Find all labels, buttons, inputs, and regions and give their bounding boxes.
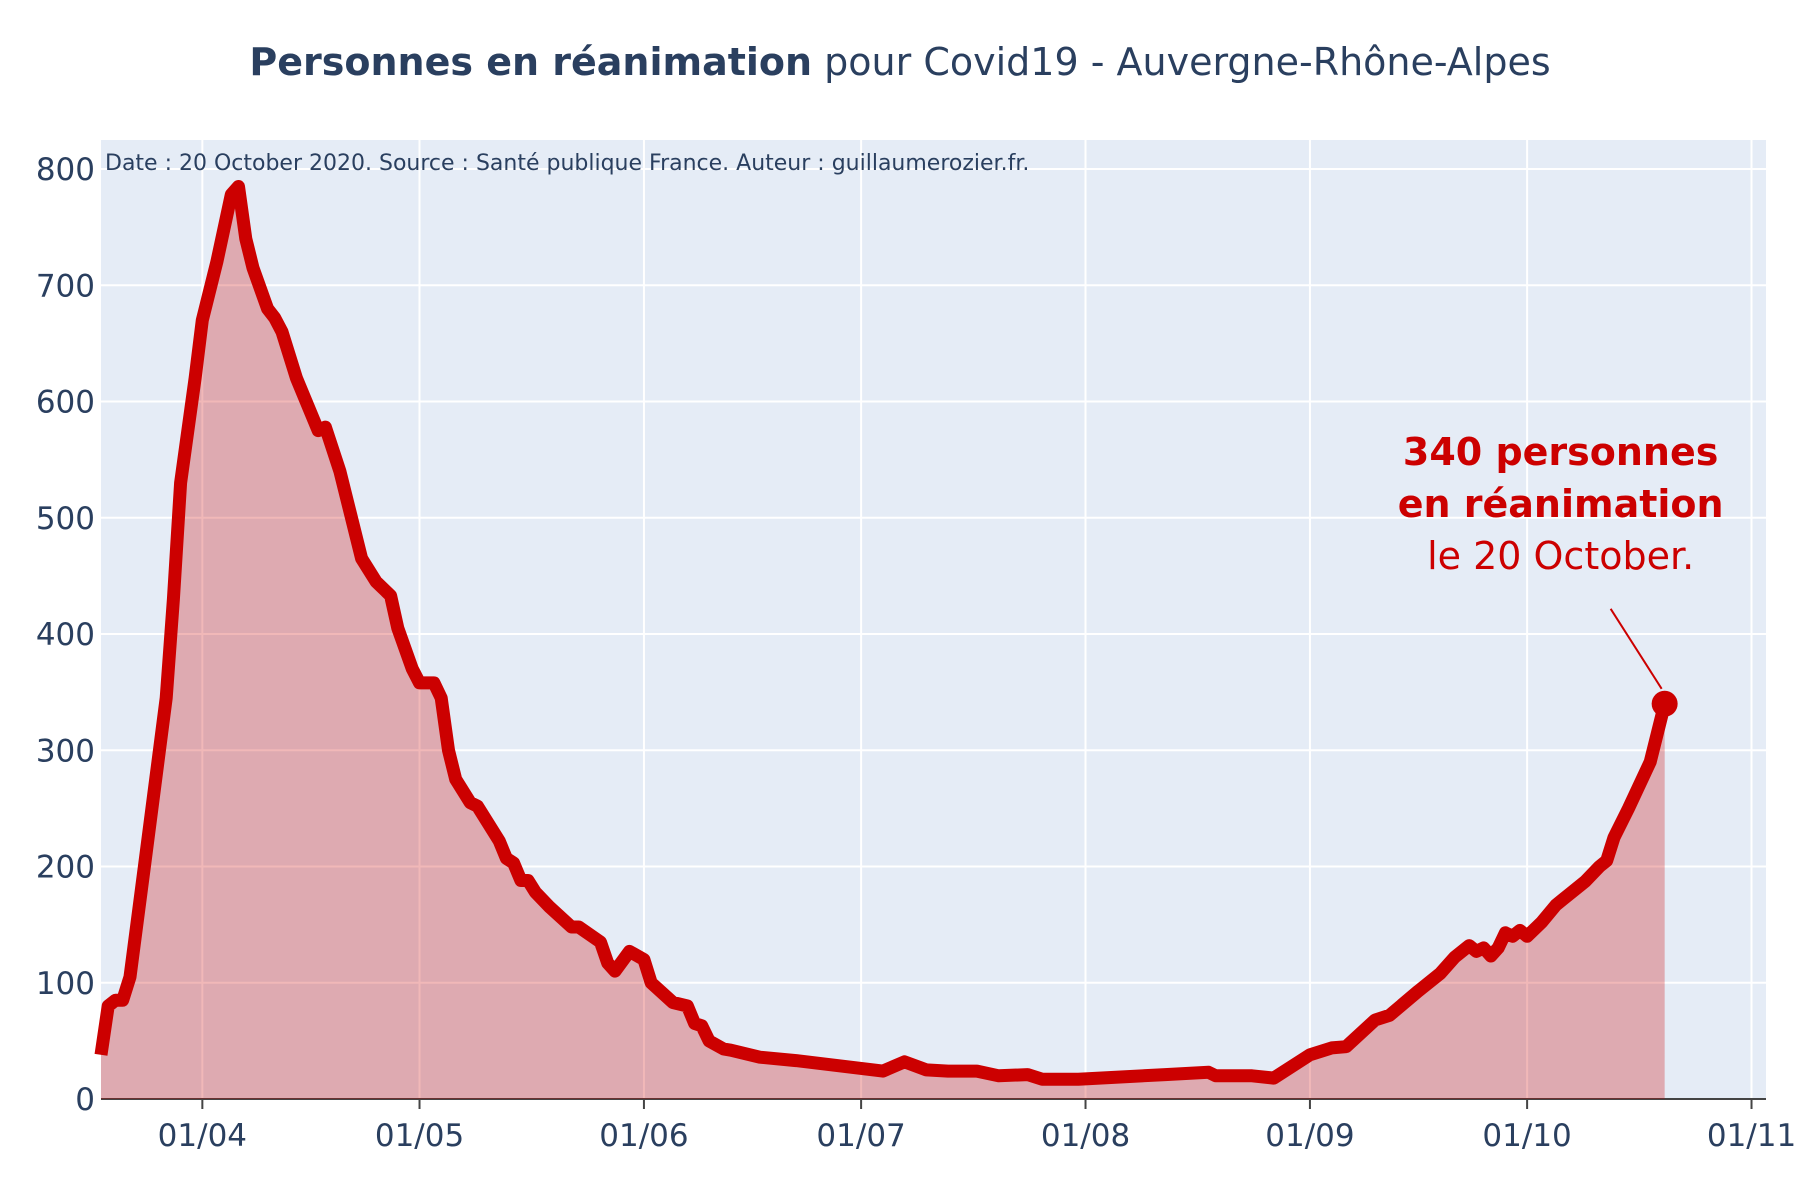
annotation: 340 personnes	[1403, 430, 1719, 474]
y-tick-label: 200	[36, 850, 95, 886]
annotation-arrow	[1609, 608, 1663, 690]
plot-background	[101, 140, 1766, 1099]
title-bold: Personnes en réanimation	[249, 40, 812, 84]
annotation: en réanimation	[1398, 482, 1724, 526]
y-tick-label: 300	[36, 733, 95, 769]
x-tick-label: 01/08	[1041, 1118, 1130, 1154]
x-tick-label: 01/09	[1265, 1118, 1354, 1154]
y-tick-label: 100	[36, 966, 95, 1002]
x-tick-label: 01/05	[375, 1118, 464, 1154]
chart-title: Personnes en réanimation pour Covid19 - …	[249, 40, 1550, 84]
title-rest: pour Covid19 - Auvergne-Rhône-Alpes	[824, 40, 1550, 84]
area	[101, 186, 1665, 1099]
annotation: le 20 October.	[1427, 534, 1694, 578]
y-tick-label: 0	[75, 1082, 95, 1118]
x-tick-label: 01/04	[158, 1118, 247, 1154]
note: Date : 20 October 2020. Source : Santé p…	[105, 151, 1029, 176]
x-tick-label: 01/06	[599, 1118, 688, 1154]
last-point	[1651, 690, 1678, 717]
y-tick-label: 400	[36, 617, 95, 653]
y-tick-label: 800	[36, 152, 95, 188]
x-tick-label: 01/11	[1707, 1118, 1796, 1154]
x-tick-label: 01/07	[816, 1118, 905, 1154]
y-tick-label: 700	[36, 268, 95, 304]
y-tick-label: 500	[36, 501, 95, 537]
x-tick-label: 01/10	[1482, 1118, 1571, 1154]
line	[94, 180, 1672, 1086]
y-tick-label: 600	[36, 385, 95, 421]
